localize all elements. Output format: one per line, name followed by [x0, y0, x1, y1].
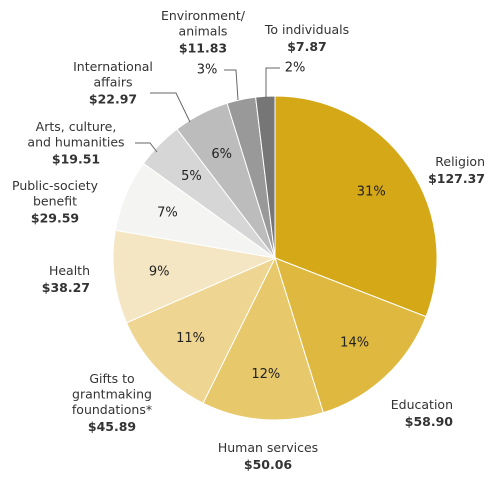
pie-slice: [274, 257, 427, 414]
leader-line: [135, 142, 158, 153]
value-label: $50.06: [244, 457, 293, 472]
pie-slice: [202, 256, 324, 421]
pie-slice: [112, 229, 277, 324]
value-label: $19.51: [52, 152, 100, 167]
value-label: $11.83: [179, 41, 227, 56]
category-label: To individuals: [264, 22, 349, 37]
category-label: Religion: [435, 154, 485, 169]
value-label: $22.97: [89, 92, 137, 107]
category-label: Education: [391, 397, 453, 412]
category-label: Human services: [218, 440, 318, 455]
category-line: To individuals: [264, 22, 349, 37]
percent-label: 3%: [197, 63, 218, 78]
category-label: Environment/animals: [161, 8, 246, 39]
pie-slice: [125, 256, 277, 404]
value-label: $127.37: [428, 171, 485, 186]
percent-label: 11%: [176, 331, 205, 346]
value-label: $38.27: [42, 280, 90, 295]
category-line: Public-society: [12, 178, 99, 193]
category-line: Education: [391, 397, 453, 412]
category-line: foundations*: [72, 402, 152, 417]
percent-label: 31%: [357, 185, 386, 200]
value-label: $29.59: [31, 211, 79, 226]
category-line: grantmaking: [72, 386, 152, 401]
category-line: animals: [179, 23, 228, 38]
category-line: affairs: [93, 74, 132, 89]
category-line: International: [73, 59, 153, 74]
category-line: and humanities: [27, 134, 124, 149]
category-label: Gifts to grantmaking foundations*: [72, 371, 152, 417]
percent-label: 14%: [340, 336, 369, 351]
percent-label: 5%: [181, 169, 202, 184]
percent-label: 2%: [285, 61, 306, 76]
category-label: Health: [49, 263, 90, 278]
percent-label: 12%: [251, 367, 280, 382]
category-line: Environment/: [161, 8, 246, 23]
category-label: Public-society benefit: [12, 178, 99, 209]
value-label: $7.87: [287, 39, 327, 54]
pie-slice: [255, 95, 276, 259]
value-label: $58.90: [405, 414, 454, 429]
value-label: $45.89: [88, 419, 136, 434]
category-line: benefit: [33, 193, 77, 208]
category-line: Human services: [218, 440, 318, 455]
category-label: International affairs: [73, 59, 153, 90]
leader-line: [150, 92, 191, 123]
category-line: Gifts to: [89, 371, 134, 386]
category-line: Health: [49, 263, 90, 278]
percent-label: 7%: [157, 205, 178, 220]
category-line: Religion: [435, 154, 485, 169]
percent-label: 9%: [149, 264, 170, 279]
leader-line: [265, 67, 280, 98]
category-line: Arts, culture,: [36, 119, 117, 134]
pie-slice: [274, 95, 438, 318]
percent-label: 6%: [211, 147, 232, 162]
leader-line: [224, 69, 239, 101]
category-label: Arts, culture, and humanities: [27, 119, 124, 150]
